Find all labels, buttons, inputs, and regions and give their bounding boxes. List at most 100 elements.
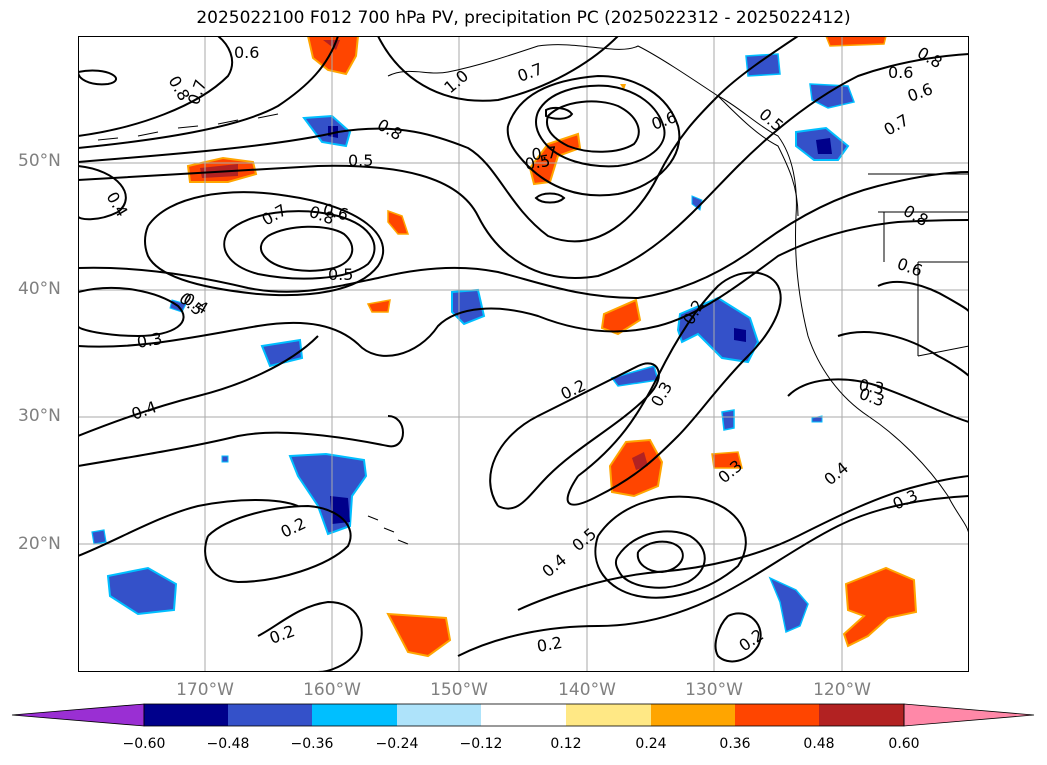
contour-line [377, 35, 619, 102]
contour-line [534, 192, 566, 204]
anomaly-area [330, 496, 350, 524]
colorbar-segment [228, 704, 312, 726]
contour-label: 0.3 [135, 329, 163, 352]
contour-line [77, 165, 127, 221]
colorbar-extend-max [903, 703, 1035, 727]
anomaly-area [842, 566, 918, 648]
anomaly-area [106, 566, 178, 616]
colorbar-outline [143, 703, 905, 727]
us-west-coast [795, 215, 970, 537]
contour-line [594, 495, 747, 599]
colorbar-tick-label: 0.60 [888, 736, 920, 752]
map-svg: 0.6 0.8 0.7 1.0 0.7 0.8 0.6 0.8 0.5 0.5 … [77, 35, 970, 673]
map-panel: 0.6 0.8 0.7 1.0 0.7 0.8 0.6 0.8 0.5 0.5 … [77, 35, 970, 676]
contour-line [223, 210, 376, 280]
contour-line [566, 271, 782, 506]
contour-line [77, 219, 970, 357]
colorbar-segment [566, 704, 651, 726]
anomaly-area [387, 209, 410, 235]
lat-label: 30°N [18, 406, 61, 426]
anomaly-area [745, 53, 781, 77]
contour-label: 0.2 [535, 633, 563, 656]
anomaly-area [734, 328, 746, 342]
contour-line [204, 504, 352, 584]
colorbar [11, 703, 1035, 727]
negative-anomaly-areas [91, 53, 856, 634]
contour-line [517, 475, 970, 611]
positive-anomaly-areas [186, 35, 918, 658]
contour-line [787, 378, 970, 423]
anomaly-area [816, 138, 832, 154]
hawaii-islands [367, 515, 409, 545]
contour-line [877, 281, 970, 313]
contour-line [546, 100, 640, 153]
contour-line [77, 335, 319, 437]
anomaly-area [260, 338, 304, 368]
contour-line [77, 35, 339, 149]
lat-label: 50°N [18, 151, 61, 171]
aleutian-islands [97, 113, 279, 141]
contour-line [77, 499, 299, 557]
contour-label: 0.5 [348, 151, 373, 170]
colorbar-tick-label: −0.36 [290, 736, 334, 752]
colorbar-segments [11, 703, 1035, 727]
colorbar-tick-label: −0.24 [375, 736, 419, 752]
anomaly-area [632, 452, 648, 470]
contour-line [614, 530, 706, 589]
british-columbia-coast [717, 95, 797, 217]
colorbar-segment [735, 704, 819, 726]
anomaly-area [824, 35, 887, 47]
contour-label: 0.5 [328, 265, 353, 284]
anomaly-area [302, 114, 352, 148]
lon-label: 120°W [813, 680, 871, 700]
contour-line [77, 35, 234, 137]
anomaly-area [366, 299, 391, 313]
contour-line [545, 106, 574, 120]
coastlines [97, 44, 970, 545]
contour-line [257, 600, 363, 673]
contour-line [77, 415, 404, 467]
lon-label: 160°W [303, 680, 361, 700]
contour-line [636, 540, 684, 574]
anomaly-area [221, 455, 229, 463]
chart-title: 2025022100 F012 700 hPa PV, precipitatio… [196, 8, 851, 28]
anomaly-area [91, 529, 107, 545]
colorbar-extend-min [11, 703, 145, 727]
alaska-coast [387, 44, 799, 217]
lat-label: 40°N [18, 279, 61, 299]
colorbar-segment [397, 704, 481, 726]
lon-label: 130°W [685, 680, 743, 700]
anomaly-area [620, 84, 626, 90]
anomaly-area [768, 576, 809, 634]
contour-line [535, 84, 666, 168]
contour-label: 0.5 [523, 151, 551, 174]
contour-label: 0.6 [888, 63, 913, 82]
contour-label: 0.3 [857, 375, 885, 398]
colorbar-tick-label: 0.48 [803, 736, 835, 752]
contour-line [506, 74, 681, 197]
contour-line [77, 69, 117, 86]
colorbar-segment [819, 704, 904, 726]
colorbar-segment [651, 704, 735, 726]
colorbar-tick-label: −0.48 [206, 736, 250, 752]
anomaly-area [600, 298, 642, 336]
anomaly-area [721, 409, 735, 431]
mexico-border [917, 345, 970, 357]
contour-line [77, 171, 970, 300]
lon-label: 140°W [558, 680, 616, 700]
lat-label: 20°N [18, 534, 61, 554]
contour-line [260, 225, 354, 272]
contour-line [77, 35, 799, 243]
colorbar-tick-label: 0.36 [719, 736, 751, 752]
colorbar-tick-label: −0.60 [122, 736, 166, 752]
lon-label: 150°W [430, 680, 488, 700]
anomaly-area [711, 451, 743, 469]
colorbar-segment [144, 704, 228, 726]
colorbar-tick-label: 0.24 [635, 736, 667, 752]
lon-label: 170°W [176, 680, 234, 700]
colorbar-segment [312, 704, 397, 726]
contour-label: 0.6 [234, 43, 259, 62]
anomaly-area [386, 612, 452, 658]
colorbar-tick-label: −0.12 [459, 736, 503, 752]
contour-label: 0.7 [531, 143, 558, 164]
